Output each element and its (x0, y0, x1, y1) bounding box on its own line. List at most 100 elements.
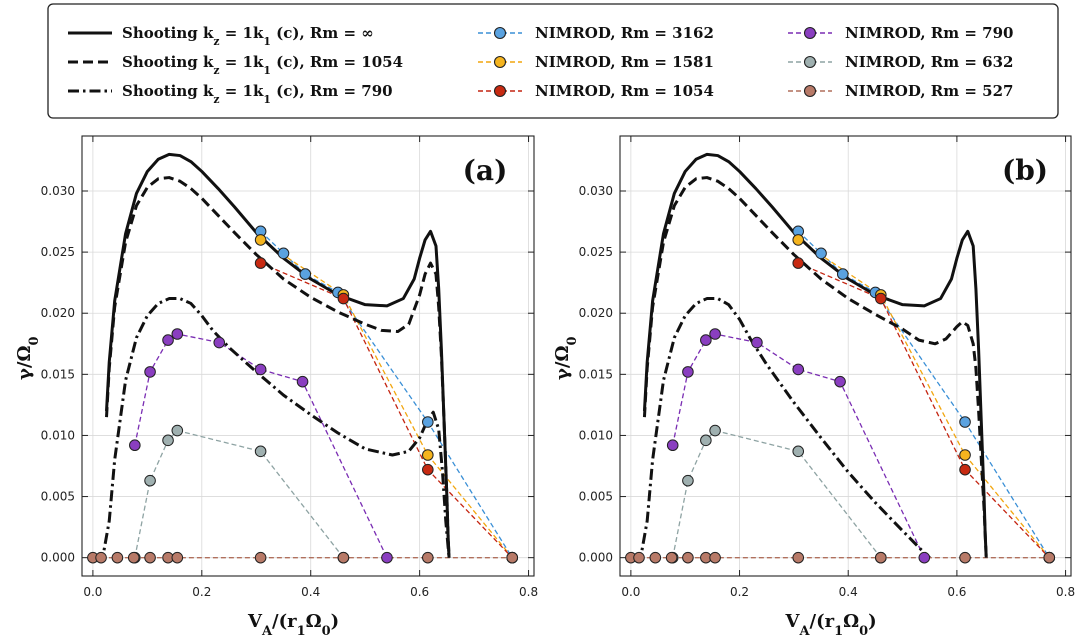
panel-a-point-n-1581 (422, 449, 434, 461)
panel-a-point-n-1054 (337, 292, 350, 305)
panel-a-curve-s-1054 (105, 176, 451, 558)
panel-a-point-n-632 (162, 434, 174, 447)
panel-b-x-tick-label: 0.6 (947, 585, 966, 599)
panel-b-point-n-1581 (792, 234, 805, 246)
panel-b-point-n-527 (1043, 551, 1056, 564)
legend-marker-n-632 (803, 55, 817, 69)
panel-b: 0.0 0.2 0.4 0.6 0.8 0.000 0.005 0.010 0.015 0.020… (552, 135, 1075, 637)
panel-a-point-n-1054 (254, 257, 267, 269)
panel-a-point-n-527 (506, 551, 519, 564)
legend-entry-n-790: NIMROD, Rm = 790 (788, 24, 1013, 42)
legend-label-n-632: NIMROD, Rm = 632 (845, 53, 1013, 71)
panel-b-x-axis-label: VA/(r1Ω0) (785, 611, 877, 637)
panel-b-point-n-790 (682, 366, 694, 378)
panel-b-y-tick-label: 0.010 (579, 428, 613, 442)
panel-b-curve-s-inf (642, 152, 988, 558)
panel-b-point-n-790 (751, 336, 763, 349)
panel-b-x-tick-label: 0.2 (730, 585, 749, 599)
panel-a-y-axis-label: γ/Ω0 (14, 336, 42, 380)
panel-b-series-line-n-632 (672, 429, 882, 559)
panel-a-point-n-527 (171, 551, 184, 564)
panel-b-point-n-1054 (959, 463, 971, 476)
panel-a-point-n-3162 (277, 247, 290, 260)
legend-entry-n-3162: NIMROD, Rm = 3162 (478, 24, 714, 42)
panel-b-point-n-1581 (959, 449, 971, 461)
legend-entry-s-1054: Shooting kz = 1k1 (c), Rm = 1054 (68, 53, 403, 77)
panel-a-x-tick-label: 0.0 (83, 585, 102, 599)
panel-b-point-n-527 (633, 551, 645, 564)
panel-a-label: (a) (463, 154, 508, 187)
legend-label-s-1054: Shooting kz = 1k1 (c), Rm = 1054 (122, 53, 403, 77)
panel-b-point-n-3162 (959, 416, 971, 428)
legend: Shooting kz = 1k1 (c), Rm = ∞ Shooting kz… (47, 3, 1059, 119)
panel-a-plot-area (87, 152, 519, 564)
legend-label-n-3162: NIMROD, Rm = 3162 (535, 24, 714, 42)
panel-a-curve-s-790 (92, 297, 451, 560)
panel-a-x-tick-label: 0.6 (410, 585, 429, 599)
panel-b-y-tick-label: 0.030 (579, 184, 613, 198)
panel-a-y-tick-label: 0.030 (41, 184, 75, 198)
legend-entry-n-1054: NIMROD, Rm = 1054 (478, 82, 714, 100)
panel-b-y-tick-label: 0.025 (579, 245, 613, 259)
panel-a-y-tick-label: 0.010 (41, 428, 75, 442)
legend-marker-n-790 (803, 26, 817, 40)
legend-label-n-527: NIMROD, Rm = 527 (845, 82, 1013, 100)
panel-b-series-line-n-790 (672, 333, 925, 558)
panel-a-point-n-527 (254, 551, 267, 564)
panel-a-point-n-527 (144, 551, 156, 564)
panel-a-series-line-n-790 (134, 333, 388, 558)
panel-b-point-n-790 (918, 551, 931, 564)
panel-b-series-line-n-1581 (797, 239, 1050, 559)
legend-entry-n-632: NIMROD, Rm = 632 (788, 53, 1013, 71)
panel-a-point-n-790 (381, 551, 393, 564)
panel-b-point-n-527 (665, 551, 678, 564)
panel-a-point-n-632 (171, 424, 184, 437)
panel-b-point-n-527 (682, 551, 694, 564)
panel-a-y-tick-label: 0.005 (41, 490, 75, 504)
legend-marker-n-527 (803, 84, 817, 98)
panel-b-point-n-790 (792, 363, 805, 376)
panel-b-axes-frame (619, 135, 1072, 577)
panel-b-series-line-n-1054 (797, 262, 1050, 559)
legend-marker-n-3162 (493, 26, 507, 40)
panel-a-y-tick-label: 0.020 (41, 306, 75, 320)
panel-a-y-tick-label: 0.000 (41, 551, 75, 565)
panel-b-point-n-632 (700, 434, 712, 447)
panel-a-point-n-790 (171, 328, 184, 340)
panel-b-point-n-3162 (815, 247, 827, 260)
panel-b-point-n-527 (792, 551, 805, 564)
panel-a-y-tick-label: 0.015 (41, 367, 75, 381)
panel-b-point-n-1054 (875, 292, 887, 305)
panel-a-point-n-3162 (422, 416, 434, 428)
panel-a-point-n-790 (162, 334, 174, 346)
legend-label-n-1581: NIMROD, Rm = 1581 (535, 53, 714, 71)
panel-b-y-tick-label: 0.005 (579, 490, 613, 504)
panel-b-point-n-790 (834, 375, 846, 388)
panel-a-point-n-527 (95, 551, 107, 564)
panel-a-series-line-n-1581 (260, 239, 513, 559)
panel-a-axes-frame (81, 135, 535, 577)
legend-label-n-790: NIMROD, Rm = 790 (845, 24, 1013, 42)
panel-b-x-tick-label: 0.8 (1056, 585, 1075, 599)
legend-marker-n-1054 (493, 84, 507, 98)
panel-a: 0.0 0.2 0.4 0.6 0.8 0.000 0.005 0.010 0.015 0.020… (14, 135, 538, 637)
panel-b-grid (620, 136, 1071, 576)
legend-label-n-1054: NIMROD, Rm = 1054 (535, 82, 714, 100)
panel-a-x-axis-label: VA/(r1Ω0) (247, 611, 339, 637)
panel-a-point-n-527 (337, 551, 350, 564)
panel-b-y-tick-label: 0.020 (579, 306, 613, 320)
legend-entry-s-inf: Shooting kz = 1k1 (c), Rm = ∞ (68, 24, 374, 48)
panel-a-point-n-527 (422, 551, 434, 564)
panel-b-point-n-632 (709, 424, 721, 437)
panel-a-series-line-n-1054 (260, 262, 513, 559)
panel-b-point-n-527 (959, 551, 971, 564)
panel-b-point-n-790 (700, 334, 712, 346)
panel-a-point-n-3162 (299, 268, 312, 280)
legend-label-s-790: Shooting kz = 1k1 (c), Rm = 790 (122, 82, 393, 106)
panel-b-point-n-1054 (792, 257, 805, 269)
panel-b-curve-s-790 (630, 297, 931, 560)
legend-marker-n-1581 (493, 55, 507, 69)
panel-b-point-n-790 (666, 439, 679, 452)
panel-b-y-tick-label: 0.015 (579, 367, 613, 381)
legend-entry-s-790: Shooting kz = 1k1 (c), Rm = 790 (68, 82, 393, 106)
